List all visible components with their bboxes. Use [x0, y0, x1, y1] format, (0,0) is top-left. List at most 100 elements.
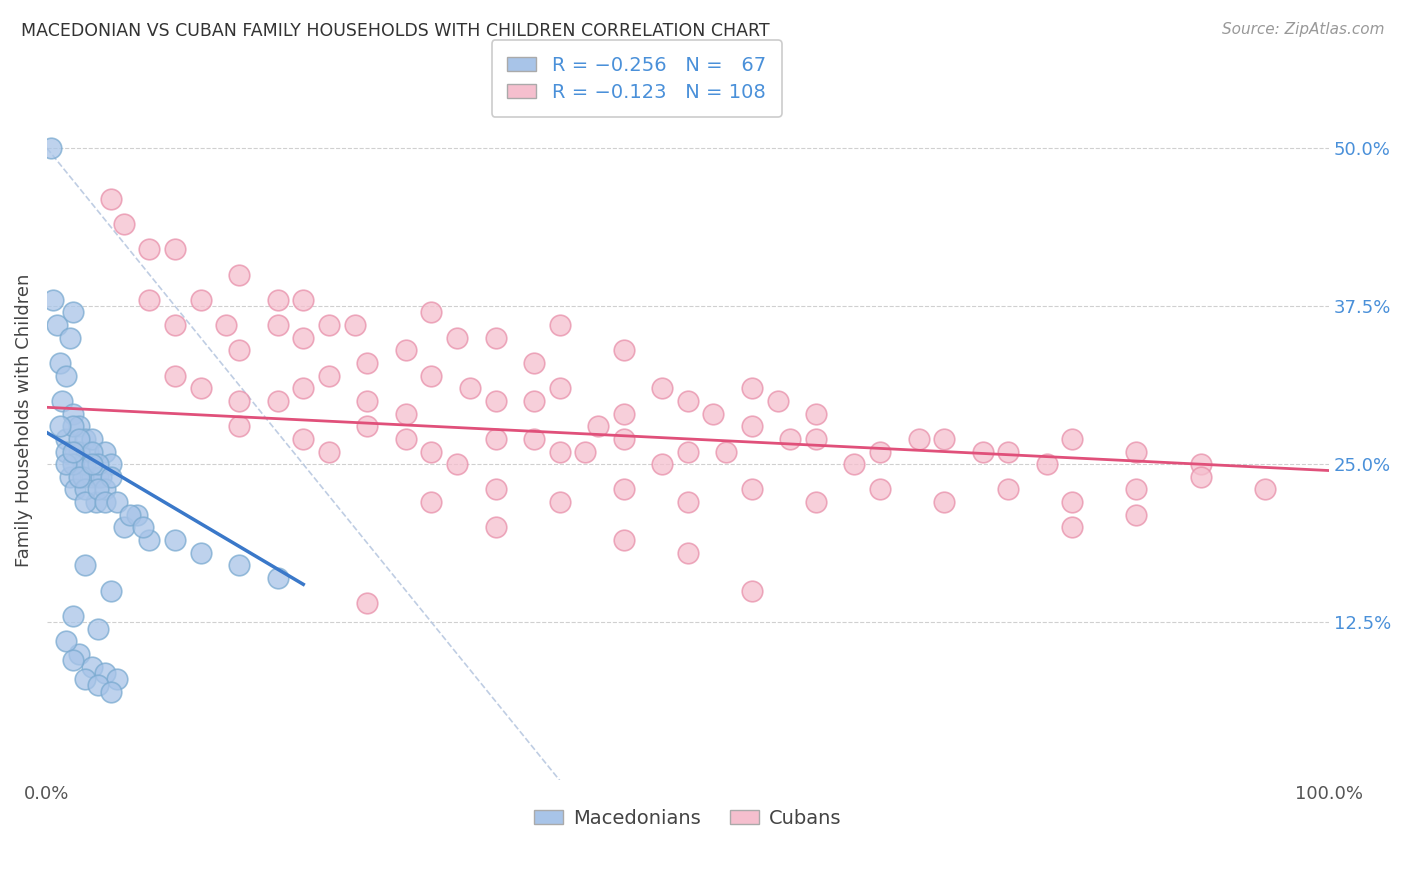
Point [484, 394, 506, 409]
Point [75, 483, 97, 497]
Point [484, 483, 506, 497]
Point [266, 394, 288, 409]
Point [997, 483, 1019, 497]
Point [676, 546, 699, 560]
Point [62, 457, 84, 471]
Point [80, 444, 103, 458]
Point [1125, 483, 1147, 497]
Point [190, 293, 212, 307]
Point [90, 470, 112, 484]
Point [87, 622, 110, 636]
Point [80, 457, 103, 471]
Point [165, 533, 187, 547]
Point [766, 394, 789, 409]
Point [93, 665, 115, 680]
Point [716, 444, 738, 458]
Point [292, 331, 315, 345]
Point [907, 432, 929, 446]
Point [100, 685, 122, 699]
Point [741, 419, 763, 434]
Point [138, 533, 160, 547]
Point [75, 672, 97, 686]
Point [869, 483, 891, 497]
Point [1125, 444, 1147, 458]
Point [676, 444, 699, 458]
Point [613, 343, 636, 358]
Point [62, 407, 84, 421]
Point [356, 394, 378, 409]
Point [1035, 457, 1057, 471]
Point [87, 483, 110, 497]
Point [48, 419, 70, 434]
Point [741, 583, 763, 598]
Point [75, 558, 97, 573]
Point [356, 596, 378, 610]
Point [87, 470, 110, 484]
Point [55, 432, 77, 446]
Point [93, 495, 115, 509]
Point [87, 678, 110, 692]
Point [77, 444, 100, 458]
Point [523, 432, 546, 446]
Point [1253, 483, 1275, 497]
Point [132, 520, 155, 534]
Point [80, 659, 103, 673]
Point [651, 457, 673, 471]
Point [804, 495, 827, 509]
Point [75, 432, 97, 446]
Point [676, 394, 699, 409]
Point [266, 571, 288, 585]
Point [63, 483, 86, 497]
Point [72, 457, 94, 471]
Point [1062, 432, 1084, 446]
Point [741, 483, 763, 497]
Point [613, 533, 636, 547]
Point [42, 293, 65, 307]
Point [523, 356, 546, 370]
Point [67, 444, 90, 458]
Point [228, 343, 250, 358]
Point [100, 470, 122, 484]
Point [343, 318, 366, 332]
Point [190, 381, 212, 395]
Point [165, 318, 187, 332]
Point [395, 432, 418, 446]
Point [484, 520, 506, 534]
Point [613, 432, 636, 446]
Point [165, 242, 187, 256]
Point [55, 368, 77, 383]
Point [318, 318, 340, 332]
Point [67, 647, 90, 661]
Point [62, 444, 84, 458]
Point [292, 432, 315, 446]
Point [72, 470, 94, 484]
Point [395, 343, 418, 358]
Point [67, 419, 90, 434]
Point [62, 419, 84, 434]
Point [318, 368, 340, 383]
Point [75, 495, 97, 509]
Point [292, 381, 315, 395]
Point [934, 432, 956, 446]
Point [80, 470, 103, 484]
Point [1062, 495, 1084, 509]
Point [87, 457, 110, 471]
Point [228, 268, 250, 282]
Point [484, 432, 506, 446]
Point [215, 318, 238, 332]
Point [676, 495, 699, 509]
Point [55, 457, 77, 471]
Point [548, 381, 571, 395]
Point [266, 293, 288, 307]
Point [1062, 520, 1084, 534]
Point [548, 318, 571, 332]
Point [80, 432, 103, 446]
Legend: Macedonians, Cubans: Macedonians, Cubans [526, 801, 849, 836]
Point [586, 419, 609, 434]
Y-axis label: Family Households with Children: Family Households with Children [15, 273, 32, 566]
Point [84, 495, 107, 509]
Point [51, 394, 73, 409]
Point [112, 520, 135, 534]
Point [55, 444, 77, 458]
Point [420, 305, 443, 319]
